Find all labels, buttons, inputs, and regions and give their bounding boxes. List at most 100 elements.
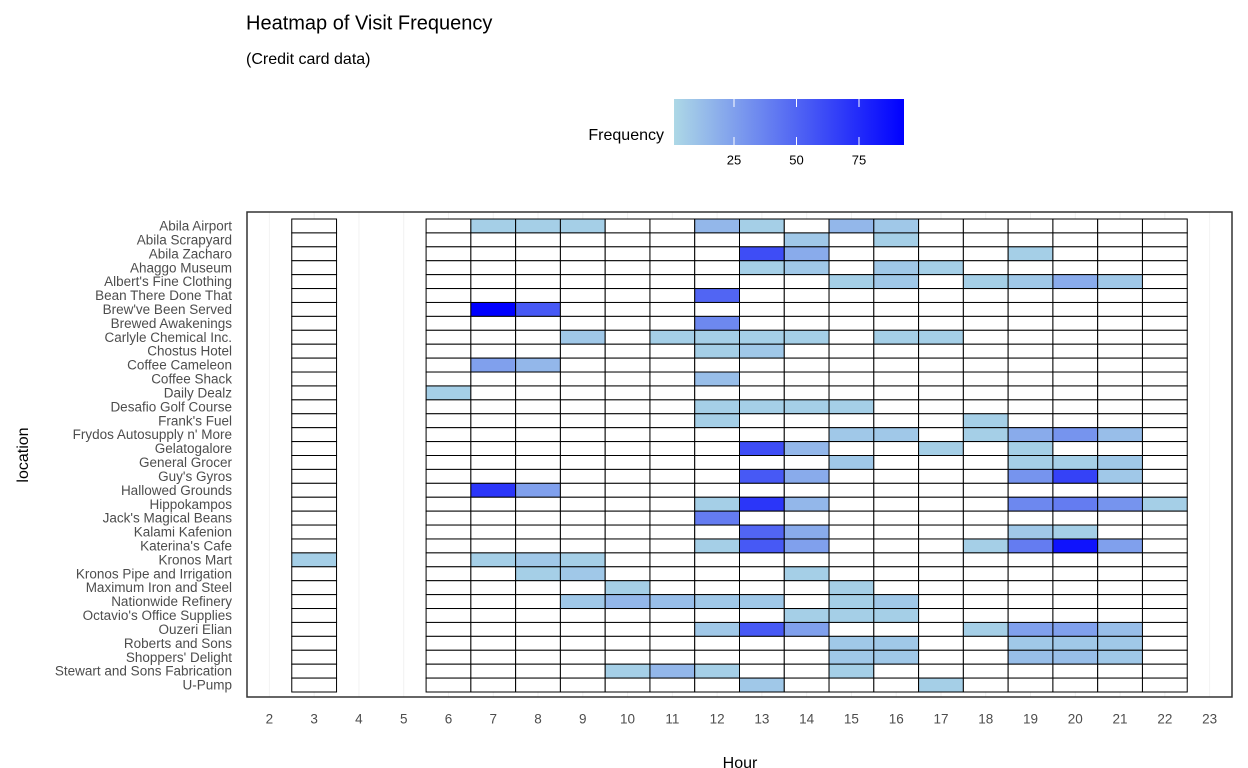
heat-cell xyxy=(962,427,1009,443)
y-tick-label: General Grocer xyxy=(139,455,233,470)
heat-cell xyxy=(515,552,561,568)
heat-cell xyxy=(783,329,830,345)
empty-cell xyxy=(828,357,875,373)
heat-cell xyxy=(828,663,875,679)
empty-cell xyxy=(1052,608,1099,623)
empty-cell xyxy=(425,288,472,303)
empty-cell xyxy=(1052,677,1099,693)
heat-cell xyxy=(1052,455,1099,470)
colorbar xyxy=(674,99,904,145)
empty-cell xyxy=(559,663,606,679)
empty-cell xyxy=(1007,566,1054,582)
heat-cell xyxy=(1007,649,1054,665)
empty-cell xyxy=(1007,371,1054,387)
heat-cell xyxy=(828,649,875,665)
heat-cell xyxy=(470,218,517,234)
empty-cell xyxy=(783,635,830,651)
empty-cell xyxy=(470,524,517,540)
empty-cell xyxy=(559,371,606,387)
empty-cell xyxy=(649,427,696,443)
heat-cell xyxy=(828,427,875,443)
heat-cell xyxy=(1141,496,1188,512)
heat-cell xyxy=(694,510,741,526)
heat-cell xyxy=(694,413,741,429)
empty-cell xyxy=(559,621,606,637)
heat-cell xyxy=(962,274,1009,290)
empty-cell xyxy=(649,385,696,401)
empty-cell xyxy=(1141,218,1188,234)
heat-cell xyxy=(604,594,651,610)
empty-cell xyxy=(828,301,875,317)
empty-cell xyxy=(1007,608,1054,623)
x-tick-label: 17 xyxy=(933,712,948,727)
heat-cell xyxy=(1097,635,1143,651)
empty-cell xyxy=(1141,385,1188,401)
empty-cell xyxy=(962,677,1009,693)
empty-cell xyxy=(918,399,964,415)
heat-cell xyxy=(604,580,651,596)
empty-cell xyxy=(828,496,875,512)
x-tick-label: 18 xyxy=(978,712,993,727)
empty-cell xyxy=(918,468,964,484)
empty-cell xyxy=(425,552,472,568)
empty-cell xyxy=(470,274,517,290)
empty-cell xyxy=(1052,413,1099,429)
empty-cell xyxy=(604,677,651,693)
empty-cell xyxy=(515,649,561,665)
empty-cell xyxy=(559,232,606,248)
y-tick-label: Gelatogalore xyxy=(155,441,232,456)
empty-cell xyxy=(1141,677,1188,693)
empty-cell xyxy=(1141,663,1188,679)
empty-cell xyxy=(828,621,875,637)
empty-cell xyxy=(1097,246,1143,262)
heat-cell xyxy=(783,566,830,582)
empty-cell xyxy=(918,274,964,290)
empty-cell xyxy=(291,413,338,429)
empty-cell xyxy=(425,621,472,637)
x-tick-label: 3 xyxy=(310,712,318,727)
empty-cell xyxy=(470,649,517,665)
empty-cell xyxy=(604,315,651,331)
empty-cell xyxy=(559,343,606,359)
empty-cell xyxy=(515,621,561,637)
colorbar-tick-label: 25 xyxy=(727,152,741,167)
empty-cell xyxy=(649,552,696,568)
empty-cell xyxy=(694,441,741,456)
empty-cell xyxy=(515,441,561,456)
empty-cell xyxy=(291,677,338,693)
empty-cell xyxy=(425,580,472,596)
y-tick-label: Frydos Autosupply n' More xyxy=(73,427,232,442)
empty-cell xyxy=(470,608,517,623)
empty-cell xyxy=(515,315,561,331)
y-tick-label: Roberts and Sons xyxy=(124,636,232,651)
empty-cell xyxy=(783,301,830,317)
empty-cell xyxy=(1097,260,1143,276)
empty-cell xyxy=(425,343,472,359)
empty-cell xyxy=(694,232,741,248)
x-tick-label: 22 xyxy=(1157,712,1172,727)
empty-cell xyxy=(1141,357,1188,373)
empty-cell xyxy=(918,371,964,387)
empty-cell xyxy=(291,385,338,401)
heat-cell xyxy=(783,496,830,512)
heat-cell xyxy=(739,399,785,415)
empty-cell xyxy=(739,455,785,470)
heat-cell xyxy=(694,288,741,303)
empty-cell xyxy=(962,455,1009,470)
heat-cell xyxy=(1097,455,1143,470)
y-tick-label: Brewed Awakenings xyxy=(111,316,233,331)
empty-cell xyxy=(783,315,830,331)
y-tick-label: Nationwide Refinery xyxy=(111,594,232,609)
x-tick-label: 21 xyxy=(1113,712,1128,727)
empty-cell xyxy=(1097,385,1143,401)
empty-cell xyxy=(1141,301,1188,317)
empty-cell xyxy=(739,663,785,679)
y-tick-label: Daily Dealz xyxy=(164,385,233,400)
empty-cell xyxy=(828,329,875,345)
empty-cell xyxy=(873,357,920,373)
empty-cell xyxy=(783,455,830,470)
empty-cell xyxy=(559,301,606,317)
empty-cell xyxy=(1007,315,1054,331)
empty-cell xyxy=(291,649,338,665)
empty-cell xyxy=(649,677,696,693)
